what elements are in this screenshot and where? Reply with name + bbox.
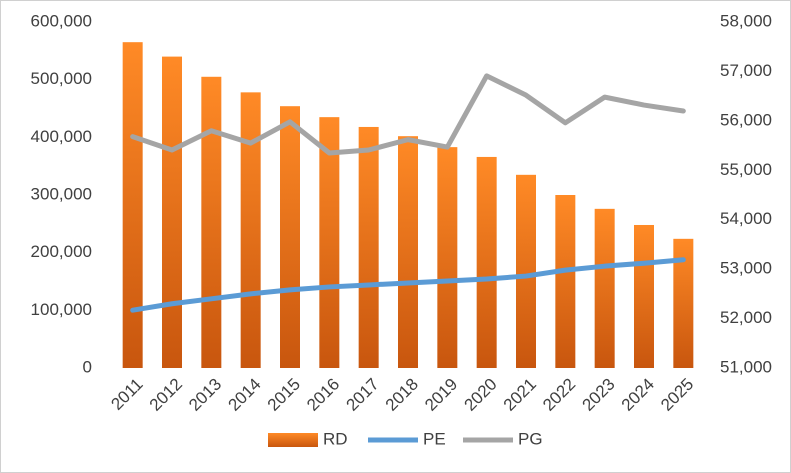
y2-tick-label: 57,000 <box>720 61 772 80</box>
bar <box>516 174 536 368</box>
bar <box>398 136 418 368</box>
y2-tick-label: 53,000 <box>720 259 772 278</box>
bar <box>634 224 654 368</box>
bar <box>437 147 458 368</box>
legend-swatch <box>268 433 318 447</box>
line-series <box>130 257 686 313</box>
y2-tick-label: 56,000 <box>720 110 772 129</box>
bar <box>319 117 340 369</box>
y2-tick-label: 52,000 <box>720 308 772 327</box>
bar <box>240 92 261 368</box>
bar <box>673 238 694 368</box>
y2-tick-label: 51,000 <box>720 357 772 376</box>
bar <box>594 208 615 368</box>
y-tick-label: 200,000 <box>31 242 92 261</box>
y-tick-label: 100,000 <box>31 300 92 319</box>
y-tick-label: 500,000 <box>31 69 92 88</box>
bar <box>201 76 222 369</box>
y2-tick-label: 55,000 <box>720 160 772 179</box>
line-series <box>130 73 686 156</box>
y2-tick-label: 58,000 <box>720 11 772 30</box>
bar <box>358 126 379 368</box>
bar <box>476 156 497 368</box>
bar <box>162 56 182 368</box>
bar <box>555 195 576 368</box>
y2-tick-label: 54,000 <box>720 209 772 228</box>
y-tick-label: 600,000 <box>31 11 92 30</box>
legend-label: PE <box>423 429 446 448</box>
legend-label: RD <box>323 429 348 448</box>
y-tick-label: 400,000 <box>31 127 92 146</box>
legend-label: PG <box>518 429 543 448</box>
y-tick-label: 0 <box>83 357 92 376</box>
y-tick-label: 300,000 <box>31 184 92 203</box>
bar <box>122 42 143 368</box>
bar <box>280 106 300 369</box>
